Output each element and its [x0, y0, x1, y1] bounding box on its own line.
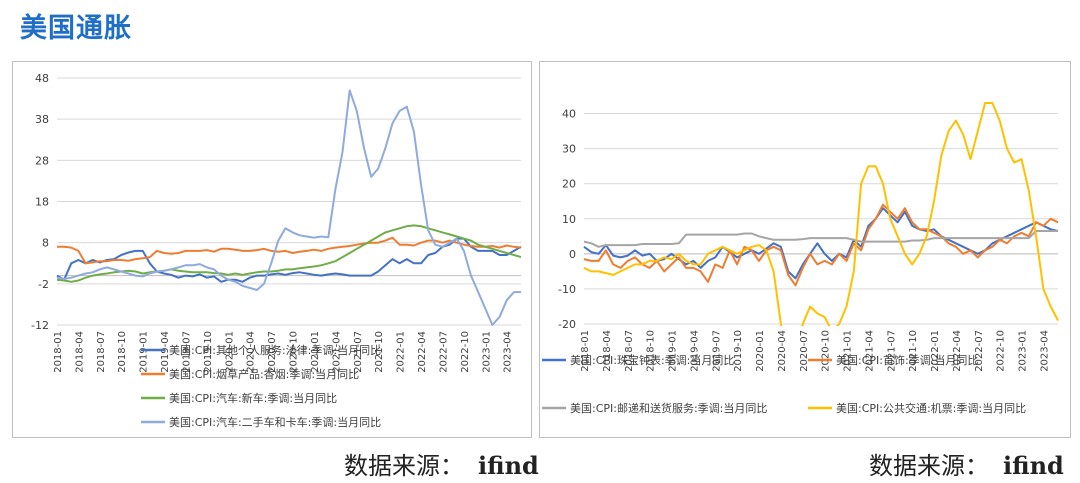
y-tick-label: 10 [562, 213, 576, 226]
legend-label: 美国:CPI:烟草产品:香烟:季调:当月同比 [169, 367, 359, 381]
x-tick-label: 2019-01 [668, 330, 679, 372]
y-tick-label: 48 [35, 72, 49, 85]
data-source-left: 数据来源： ifind [344, 446, 539, 481]
x-tick-label: 2020-07 [267, 331, 278, 373]
legend-label: 美国:CPI:邮递和送货服务:季调:当月同比 [570, 401, 767, 415]
x-tick-label: 2021-04 [331, 331, 342, 373]
y-tick-label: 0 [569, 248, 576, 261]
x-tick-label: 2019-04 [160, 331, 171, 373]
x-tick-label: 2022-04 [952, 330, 963, 372]
x-tick-label: 2019-07 [711, 330, 722, 372]
x-tick-label: 2021-07 [886, 330, 897, 372]
x-tick-label: 2021-10 [908, 330, 919, 372]
series-line [56, 89, 521, 326]
x-tick-label: 2020-10 [289, 331, 300, 373]
chart-right: 40 30 20 10 0 -10 -20 2018-01 2018-04 2018-07 2018… [542, 102, 1059, 415]
y-tick-label: 40 [562, 108, 576, 121]
y-tick-label: 30 [562, 143, 576, 156]
data-source-right: 数据来源： ifind [869, 446, 1064, 481]
x-tick-label: 2022-07 [974, 330, 985, 372]
x-tick-label: 2022-01 [396, 331, 407, 373]
source-value: ifind [478, 451, 539, 480]
y-tick-label: -12 [31, 319, 49, 332]
y-tick-label: 20 [562, 178, 576, 191]
y-tick-label: 38 [35, 113, 49, 126]
x-tick-label: 2023-01 [481, 331, 492, 373]
x-tick-label: 2018-10 [117, 331, 128, 373]
page-title: 美国通胀 [20, 13, 132, 44]
x-tick-label: 2022-04 [417, 331, 428, 373]
x-tick-label: 2021-01 [843, 330, 854, 372]
x-tick-label: 2018-07 [96, 331, 107, 373]
plot-area [583, 102, 1059, 326]
chart-panel-left: 48 38 28 18 8 -2 -12 2018-01 2018-04 2018-07 2018-… [12, 61, 532, 438]
legend-label: 美国:CPI:汽车:二手车和卡车:季调:当月同比 [169, 415, 381, 429]
series-line [56, 224, 522, 283]
legend-label: 美国:CPI:汽车:新车:季调:当月同比 [169, 391, 337, 405]
x-tick-label: 2023-04 [1039, 330, 1050, 372]
source-label: 数据来源： [344, 452, 464, 480]
x-tick-label: 2023-01 [1018, 330, 1029, 372]
legend-label: 美国:CPI:首饰:季调:当月同比 [836, 353, 978, 367]
x-tick-label: 2018-04 [74, 331, 85, 373]
series-line [583, 207, 1059, 280]
chart-panel-right: 40 30 20 10 0 -10 -20 2018-01 2018-04 2018-07 2018… [539, 61, 1071, 438]
x-tick-label: 2023-04 [503, 331, 514, 373]
legend-label: 美国:CPI:公共交通:机票:季调:当月同比 [836, 401, 1026, 415]
legend-label: 美国:CPI:其他个人服务:法律:季调:当月同比 [169, 343, 381, 357]
x-tick-label: 2021-01 [310, 331, 321, 373]
x-tick-label: 2018-07 [624, 330, 635, 372]
x-tick-label: 2020-01 [224, 331, 235, 373]
y-tick-label: 28 [35, 154, 49, 167]
x-tick-label: 2018-01 [580, 330, 591, 372]
x-tick-label: 2020-01 [755, 330, 766, 372]
x-tick-label: 2022-01 [930, 330, 941, 372]
x-tick-label: 2019-10 [203, 331, 214, 373]
series-line [583, 230, 1058, 248]
chart-left: 48 38 28 18 8 -2 -12 2018-01 2018-04 2018-07 2018-… [31, 72, 522, 429]
x-tick-label: 2022-10 [996, 330, 1007, 372]
y-tick-label: 8 [42, 237, 49, 250]
x-tick-label: 2020-07 [799, 330, 810, 372]
x-tick-label: 2018-04 [602, 330, 613, 372]
x-tick-label: 2018-01 [53, 331, 64, 373]
x-tick-label: 2019-10 [733, 330, 744, 372]
y-tick-label: -20 [558, 318, 576, 331]
x-tick-label: 2019-07 [181, 331, 192, 373]
x-tick-label: 2018-10 [646, 330, 657, 372]
source-label: 数据来源： [869, 452, 989, 480]
x-tick-label: 2019-01 [139, 331, 150, 373]
y-tick-label: -2 [38, 278, 49, 291]
y-tick-label: -10 [558, 283, 576, 296]
x-tick-label: 2020-04 [777, 330, 788, 372]
x-tick-label: 2020-10 [821, 330, 832, 372]
y-tick-label: 18 [35, 196, 49, 209]
x-tick-label: 2022-10 [460, 331, 471, 373]
source-value: ifind [1003, 451, 1064, 480]
series-line [57, 236, 522, 265]
x-tick-label: 2021-07 [353, 331, 364, 373]
x-tick-label: 2022-07 [438, 331, 449, 373]
series-line [583, 102, 1059, 326]
x-tick-label: 2021-04 [864, 330, 875, 372]
x-tick-label: 2021-10 [374, 331, 385, 373]
legend-label: 美国:CPI:珠宝钟表:季调:当月同比 [570, 353, 734, 367]
x-tick-label: 2020-04 [246, 331, 257, 373]
series-line [583, 203, 1059, 287]
x-tick-label: 2019-04 [689, 330, 700, 372]
plot-area [56, 89, 522, 326]
